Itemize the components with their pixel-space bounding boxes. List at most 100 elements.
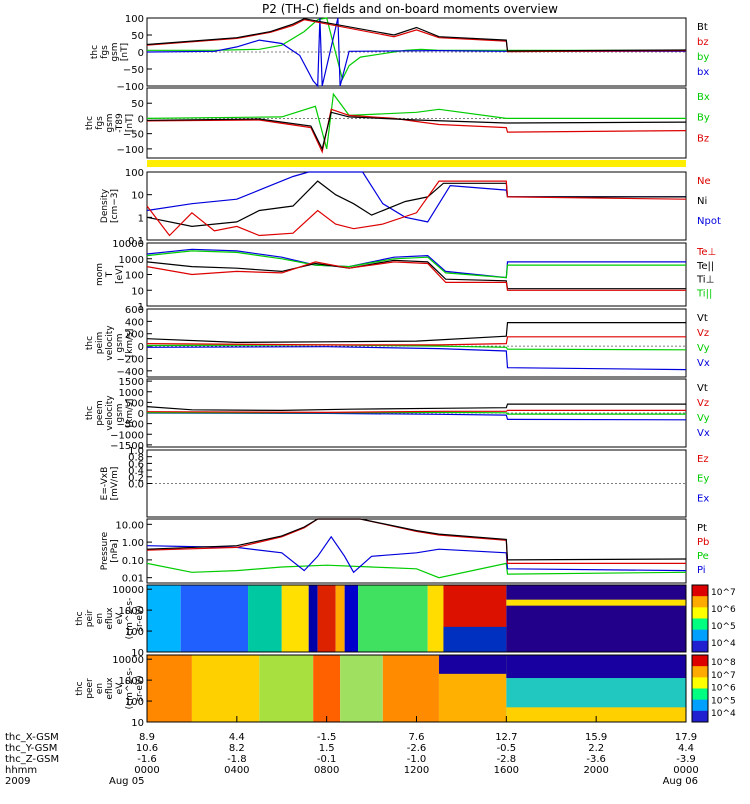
y-axis-label: [km/s] [125,399,135,428]
data-flag-bar [147,160,686,167]
y-tick-label: 0.2 [128,473,144,484]
y-axis-label: fgs [95,116,105,130]
x-tick-label: 1.5 [319,743,335,754]
spectrogram-block [358,585,428,652]
series-line [146,562,687,579]
legend-entry: Vy [697,343,710,354]
y-tick-label: 0.10 [122,556,144,567]
series-line [146,17,686,88]
y-tick-label: 50 [131,99,144,110]
y-axis-label: eflux [105,677,115,700]
colorbar-segment [692,629,708,642]
x-tick-label: -1.0 [407,754,427,765]
y-axis-label: thc [85,336,95,350]
spectrogram-band [438,655,507,674]
plot-title: P2 (TH-C) fields and on-board moments ov… [262,2,558,16]
y-axis-label: T [105,271,115,278]
spectrogram-block [313,655,341,722]
legend-entry: bx [697,67,709,78]
y-tick-label: 10000 [112,655,144,666]
spectrogram-block [191,655,260,722]
colorbar-label: 10^5 [711,622,736,632]
y-tick-label: 10000 [112,585,144,596]
y-axis-label: peim [95,332,105,355]
x-tick-label: -3.9 [676,754,696,765]
y-axis-label: mom [95,263,105,286]
y-axis-label: en [95,683,105,694]
x-tick-label: -0.1 [317,754,337,765]
colorbar-segment [692,677,708,689]
y-axis-label: peer [85,678,95,699]
spectrogram-block [248,585,282,652]
y-axis-label: sr-eV) [135,675,145,701]
spectrogram-block [427,585,444,652]
spectrogram-band [506,599,686,606]
y-axis-label: [eV] [115,265,125,284]
y-axis-label: peir [85,609,95,627]
y-tick-label: −100 [117,82,144,93]
legend-entry: Vx [697,428,710,439]
spectrogram-band [506,655,686,679]
colorbar-segment [692,655,708,667]
y-axis-label: [nPa] [110,539,120,562]
x-tick-label: -1.8 [227,754,247,765]
colorbar-label: 10^7 [711,671,736,681]
colorbar-label: 10^7 [711,588,736,598]
y-tick-label: −1500 [110,441,144,452]
x-tick-label: Aug 06 [663,776,698,787]
colorbar-segment [692,585,708,597]
y-axis-label: [mV/m] [110,467,120,501]
spectrogram-block [259,655,314,722]
y-tick-label: 1000 [119,676,144,687]
legend-entry: Pe [697,551,709,562]
panel-frame [146,584,687,653]
y-tick-label: −500 [117,420,144,431]
x-tick-label: -3.6 [586,754,606,765]
colorbar-segment [692,596,708,608]
legend-entry: Ni [697,196,707,207]
y-tick-label: 200 [125,330,144,341]
y-axis-label: eV [115,612,125,625]
y-tick-label: −50 [123,130,144,141]
colorbar-label: 10^4 [711,639,736,649]
colorbar-label: 10^6 [711,684,736,694]
legend-entry: Te|| [696,261,714,272]
y-axis-label: [nT] [125,114,135,132]
panel-frame [146,518,687,584]
x-tick-label: 2.2 [588,743,604,754]
legend-entry: Pb [697,537,709,548]
panel-frame [146,87,687,159]
y-tick-label: 600 [125,305,144,316]
legend-entry: Vx [697,358,710,369]
legend-entry: Vz [697,398,709,409]
series-line [146,409,686,414]
y-tick-label: 100 [125,14,144,25]
y-axis-label: gsm [115,333,125,352]
y-tick-label: 1.00 [122,538,144,549]
legend-entry: bz [697,37,709,48]
x-tick-label: 15.9 [585,732,607,743]
y-tick-label: 1.0 [128,446,144,457]
x-tick-label: 0000 [134,765,159,776]
y-tick-label: 1000 [119,388,144,399]
y-axis-label: (cm^2-s- [125,598,135,640]
y-axis-label: thc [90,45,100,59]
series-line [146,535,687,574]
y-tick-label: 10.00 [115,520,144,531]
x-tick-label: 1200 [404,765,429,776]
y-tick-label: 10000 [112,239,144,250]
y-tick-label: 10 [131,286,144,297]
x-tick-label: 1600 [494,765,519,776]
y-axis-label: gsm [115,403,125,422]
y-tick-label: 0 [138,114,144,125]
series-line [146,180,686,228]
y-tick-label: 0 [138,409,144,420]
x-tick-label: -2.6 [407,743,427,754]
y-tick-label: 1 [138,302,144,313]
legend-entry: By [697,113,710,124]
spectrogram-block [335,585,345,652]
x-axis-row-label: hhmm [5,765,37,776]
series-line [146,518,686,565]
spectrogram-block [340,655,383,722]
x-tick-label: Aug 05 [109,776,144,787]
